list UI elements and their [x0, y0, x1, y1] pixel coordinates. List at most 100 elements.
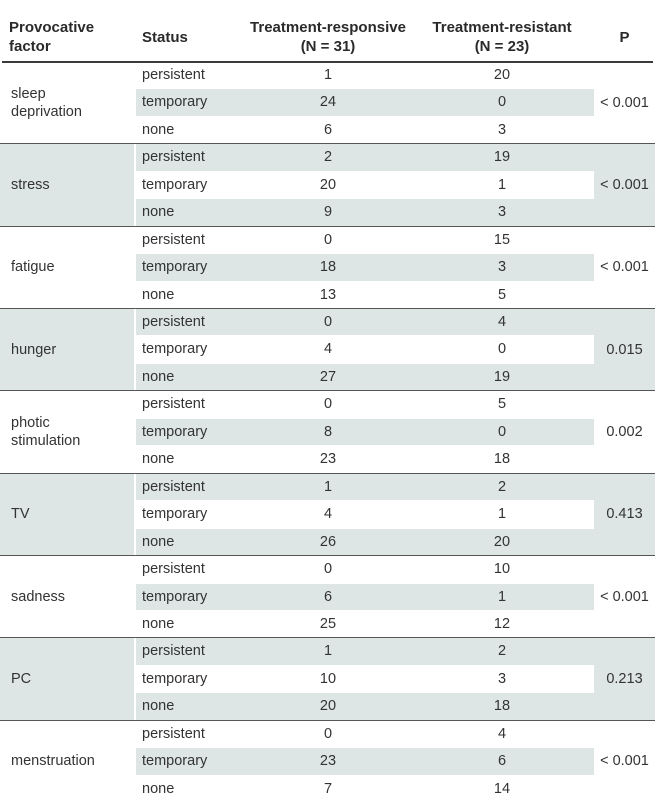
table-row: none 25 12 — [0, 611, 655, 638]
status-cell: persistent — [136, 144, 246, 171]
table-row: temporary 6 1 — [0, 583, 655, 611]
status-cell: none — [142, 121, 175, 138]
table-header: Provocative factor Status Treatment-resp… — [0, 0, 657, 60]
status-cell: temporary — [136, 418, 246, 446]
factor-cell: hunger — [0, 309, 134, 391]
factor-cell: PC — [0, 638, 134, 720]
table-row: temporary 4 0 — [0, 336, 655, 363]
resistant-count-cell: 0 — [497, 341, 507, 358]
group-divider — [0, 637, 655, 639]
table-row: none 27 19 — [0, 363, 655, 391]
resistant-count-cell: 10 — [493, 561, 511, 578]
status-cell: none — [142, 286, 175, 303]
table-row: none 23 18 — [0, 446, 655, 473]
factor-label-line: stimulation — [11, 433, 81, 450]
header-factor: Provocative factor — [9, 18, 134, 56]
header-factor-line1: Provocative — [9, 19, 95, 36]
responsive-count-cell: 8 — [246, 418, 410, 446]
status-cell: temporary — [142, 176, 208, 193]
table-row: none 9 3 — [0, 199, 655, 226]
factor-label: TV — [11, 505, 30, 523]
resistant-count-cell: 3 — [410, 254, 594, 281]
group-divider — [0, 555, 655, 557]
status-cell: none — [142, 451, 175, 468]
responsive-count-cell: 23 — [319, 451, 337, 468]
responsive-count-cell: 0 — [323, 561, 333, 578]
resistant-count-cell: 4 — [410, 309, 594, 336]
table-row: persistent 2 19 — [0, 144, 655, 171]
factor-group: photic stimulation persistent 0 5 temporary 8 0… — [0, 391, 655, 473]
status-cell: persistent — [142, 725, 205, 742]
responsive-count-cell: 7 — [323, 780, 333, 797]
factor-label-line: TV — [11, 506, 30, 523]
resistant-count-cell: 19 — [410, 363, 594, 391]
table-row: temporary 8 0 — [0, 418, 655, 446]
table-row: none 6 3 — [0, 117, 655, 144]
responsive-count-cell: 1 — [246, 473, 410, 501]
factor-cell: sadness — [0, 556, 134, 637]
resistant-count-cell: 2 — [410, 638, 594, 665]
responsive-count-cell: 20 — [246, 693, 410, 720]
factor-label: PC — [11, 670, 31, 688]
factor-label-line: menstruation — [11, 753, 95, 770]
table-row: none 7 14 — [0, 776, 655, 803]
resistant-count-cell: 19 — [410, 144, 594, 171]
resistant-count-cell: 5 — [497, 286, 507, 303]
responsive-count-cell: 9 — [246, 199, 410, 226]
factor-group: sadness persistent 0 10 temporary 6 1 none 25 12 <… — [0, 556, 655, 638]
status-cell: none — [142, 780, 175, 797]
factor-label-line: PC — [11, 671, 32, 688]
factor-cell: stress — [0, 144, 134, 226]
status-cell: temporary — [136, 748, 246, 775]
factor-label: photic stimulation — [11, 414, 80, 450]
table-row: temporary 23 6 — [0, 748, 655, 775]
table-row: persistent 1 2 — [0, 638, 655, 665]
status-cell: persistent — [142, 231, 205, 248]
resistant-count-cell: 20 — [410, 528, 594, 556]
p-value-cell: 0.213 — [594, 638, 655, 720]
responsive-count-cell: 6 — [246, 583, 410, 610]
factor-cell: sleep deprivation — [0, 62, 134, 143]
resistant-count-cell: 18 — [493, 451, 511, 468]
factor-label: menstruation — [11, 752, 95, 770]
responsive-count-cell: 26 — [246, 528, 410, 556]
resistant-count-cell: 2 — [410, 473, 594, 501]
responsive-count-cell: 4 — [323, 341, 333, 358]
table-row: persistent 0 4 — [0, 721, 655, 748]
header-responsive-line2: (N = 31) — [300, 38, 356, 55]
header-status: Status — [142, 29, 188, 46]
factor-group: PC persistent 1 2 temporary 10 3 none 20 18 0.213 — [0, 638, 655, 720]
factor-label: sadness — [11, 588, 65, 606]
header-resistant-line2: (N = 23) — [474, 38, 530, 55]
status-cell: temporary — [142, 341, 208, 358]
status-cell: none — [142, 615, 175, 632]
group-divider — [0, 225, 655, 227]
factor-label-line: sadness — [11, 588, 66, 605]
p-value-cell: < 0.001 — [600, 588, 649, 605]
table-row: none 13 5 — [0, 282, 655, 309]
responsive-count-cell: 1 — [323, 67, 333, 83]
header-p: P — [619, 29, 630, 46]
factor-label-line: fatigue — [11, 259, 55, 276]
header-divider — [2, 61, 653, 63]
table-row: persistent 1 2 — [0, 473, 655, 501]
resistant-count-cell: 15 — [493, 231, 511, 248]
factor-cell: fatigue — [0, 227, 134, 308]
resistant-count-cell: 1 — [497, 176, 507, 193]
responsive-count-cell: 0 — [323, 231, 333, 248]
status-cell: persistent — [136, 638, 246, 665]
responsive-count-cell: 4 — [323, 506, 333, 523]
status-cell: temporary — [136, 583, 246, 610]
factor-group: stress persistent 2 19 temporary 20 1 none 9 3 < 0… — [0, 144, 655, 226]
p-value-cell: < 0.001 — [600, 94, 649, 111]
factor-label: hunger — [11, 341, 56, 359]
factor-label: fatigue — [11, 258, 55, 276]
group-divider — [0, 472, 655, 474]
header-responsive: Treatment-responsive (N = 31) — [246, 18, 410, 56]
table-row: persistent 0 15 — [0, 227, 655, 254]
status-cell: none — [136, 693, 246, 720]
table-row: temporary 4 1 — [0, 501, 655, 528]
responsive-count-cell: 27 — [246, 363, 410, 391]
table-row: temporary 24 0 — [0, 89, 655, 116]
factor-cell: photic stimulation — [0, 391, 134, 472]
